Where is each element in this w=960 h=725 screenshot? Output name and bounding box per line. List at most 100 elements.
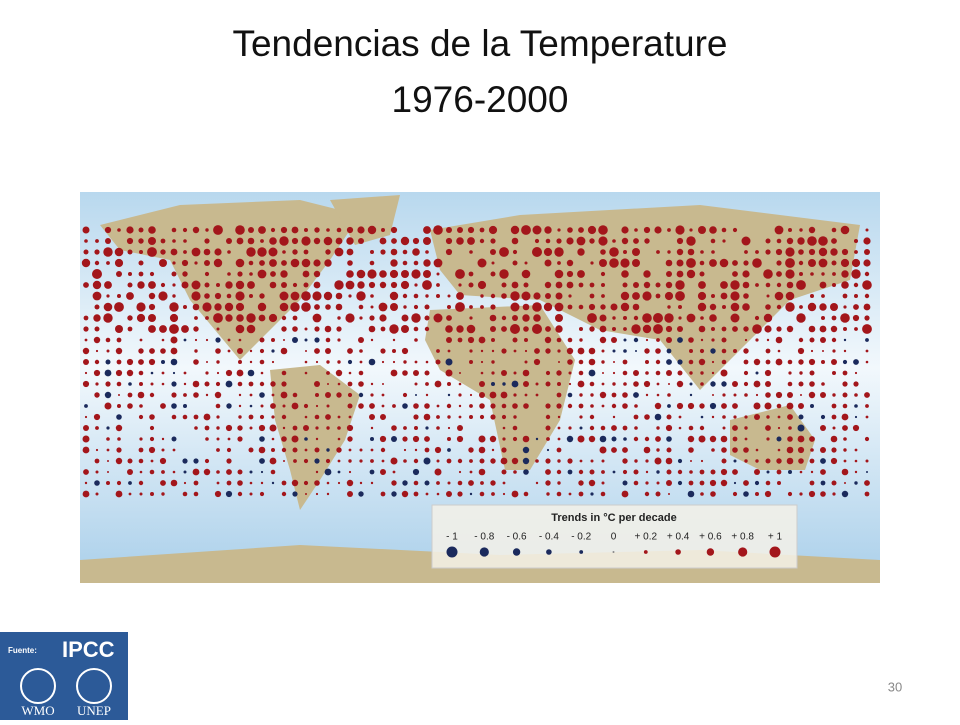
trend-dot [755, 283, 759, 287]
trend-dot [335, 369, 343, 377]
trend-dot [392, 470, 396, 474]
trend-dot [148, 226, 156, 234]
trend-dot [291, 402, 299, 410]
trend-dot [764, 325, 772, 333]
trend-dot [271, 415, 275, 419]
trend-dot [95, 382, 99, 386]
trend-dot [248, 260, 254, 266]
trend-dot [722, 239, 726, 243]
trend-dot [645, 470, 649, 474]
trend-dot [754, 469, 760, 475]
source-label: Fuente: [8, 646, 37, 655]
trend-dot [633, 238, 639, 244]
trend-dot [578, 403, 584, 409]
trend-dot [337, 338, 341, 342]
trend-dot [810, 404, 814, 408]
trend-dot [84, 239, 88, 243]
trend-dot [534, 238, 540, 244]
trend-dot [567, 304, 573, 310]
trend-dot [721, 227, 727, 233]
trend-dot [400, 280, 410, 290]
trend-dot [236, 314, 244, 322]
trend-dot [521, 269, 531, 279]
trend-dot [743, 293, 749, 299]
trend-dot [447, 305, 451, 309]
trend-dot [247, 281, 255, 289]
trend-dot [491, 360, 495, 364]
trend-dot [191, 247, 201, 257]
trend-dot [458, 470, 462, 474]
trend-dot [786, 281, 794, 289]
trend-dot [104, 402, 112, 410]
trend-dot [786, 457, 794, 465]
trend-dot [863, 303, 871, 311]
trend-dot [622, 359, 628, 365]
trend-dot [402, 249, 408, 255]
trend-dot [820, 491, 826, 497]
trend-dot [720, 292, 728, 300]
trend-dot [183, 250, 187, 254]
trend-dot [645, 360, 649, 364]
trend-dot [479, 227, 485, 233]
trend-dot [510, 291, 520, 301]
trend-dot [567, 469, 573, 475]
trend-dot [600, 491, 606, 497]
trend-dot [831, 315, 837, 321]
trend-dot [215, 337, 221, 343]
trend-dot [391, 480, 397, 486]
trend-dot [93, 336, 101, 344]
trend-dot [137, 391, 145, 399]
trend-dot [127, 392, 133, 398]
trend-dot [501, 469, 507, 475]
trend-dot [413, 370, 419, 376]
trend-dot [844, 482, 846, 484]
trend-dot [237, 381, 243, 387]
trend-dot [688, 480, 694, 486]
trend-dot [302, 270, 310, 278]
trend-dot [225, 424, 233, 432]
trend-dot [126, 292, 134, 300]
trend-dot [544, 281, 552, 289]
trend-dot [865, 349, 869, 353]
trend-dot [567, 227, 573, 233]
trend-dot [677, 458, 683, 464]
trend-dot [645, 338, 649, 342]
trend-dot [456, 237, 464, 245]
trend-dot [610, 303, 618, 311]
trend-dot [379, 435, 387, 443]
trend-dot [796, 313, 806, 323]
trend-dot [765, 480, 771, 486]
trend-dot [797, 435, 805, 443]
trend-dot [237, 491, 243, 497]
trend-dot [512, 315, 518, 321]
trend-dot [832, 371, 836, 375]
trend-dot [555, 314, 563, 322]
trend-dot [543, 302, 553, 312]
trend-dot [117, 404, 121, 408]
trend-dot [799, 470, 803, 474]
trend-dot [532, 247, 542, 257]
trend-dot [84, 371, 88, 375]
trend-dot [117, 294, 121, 298]
trend-dot [225, 281, 233, 289]
trend-dot [301, 302, 311, 312]
trend-dot [864, 491, 870, 497]
trend-dot [139, 470, 143, 474]
trend-dot [412, 237, 420, 245]
trend-dot [743, 348, 749, 354]
trend-dot [840, 313, 850, 323]
trend-dot [730, 313, 740, 323]
trend-dot [744, 426, 748, 430]
trend-dot [170, 248, 178, 256]
trend-dot [303, 480, 309, 486]
trend-dot [621, 237, 629, 245]
trend-dot [337, 437, 341, 441]
trend-dot [94, 392, 100, 398]
trend-dot [161, 360, 165, 364]
trend-dot [183, 338, 187, 342]
trend-dot [741, 236, 751, 246]
trend-dot [128, 382, 132, 386]
trend-dot [831, 414, 837, 420]
trend-dot [677, 480, 683, 486]
trend-dot [367, 269, 377, 279]
